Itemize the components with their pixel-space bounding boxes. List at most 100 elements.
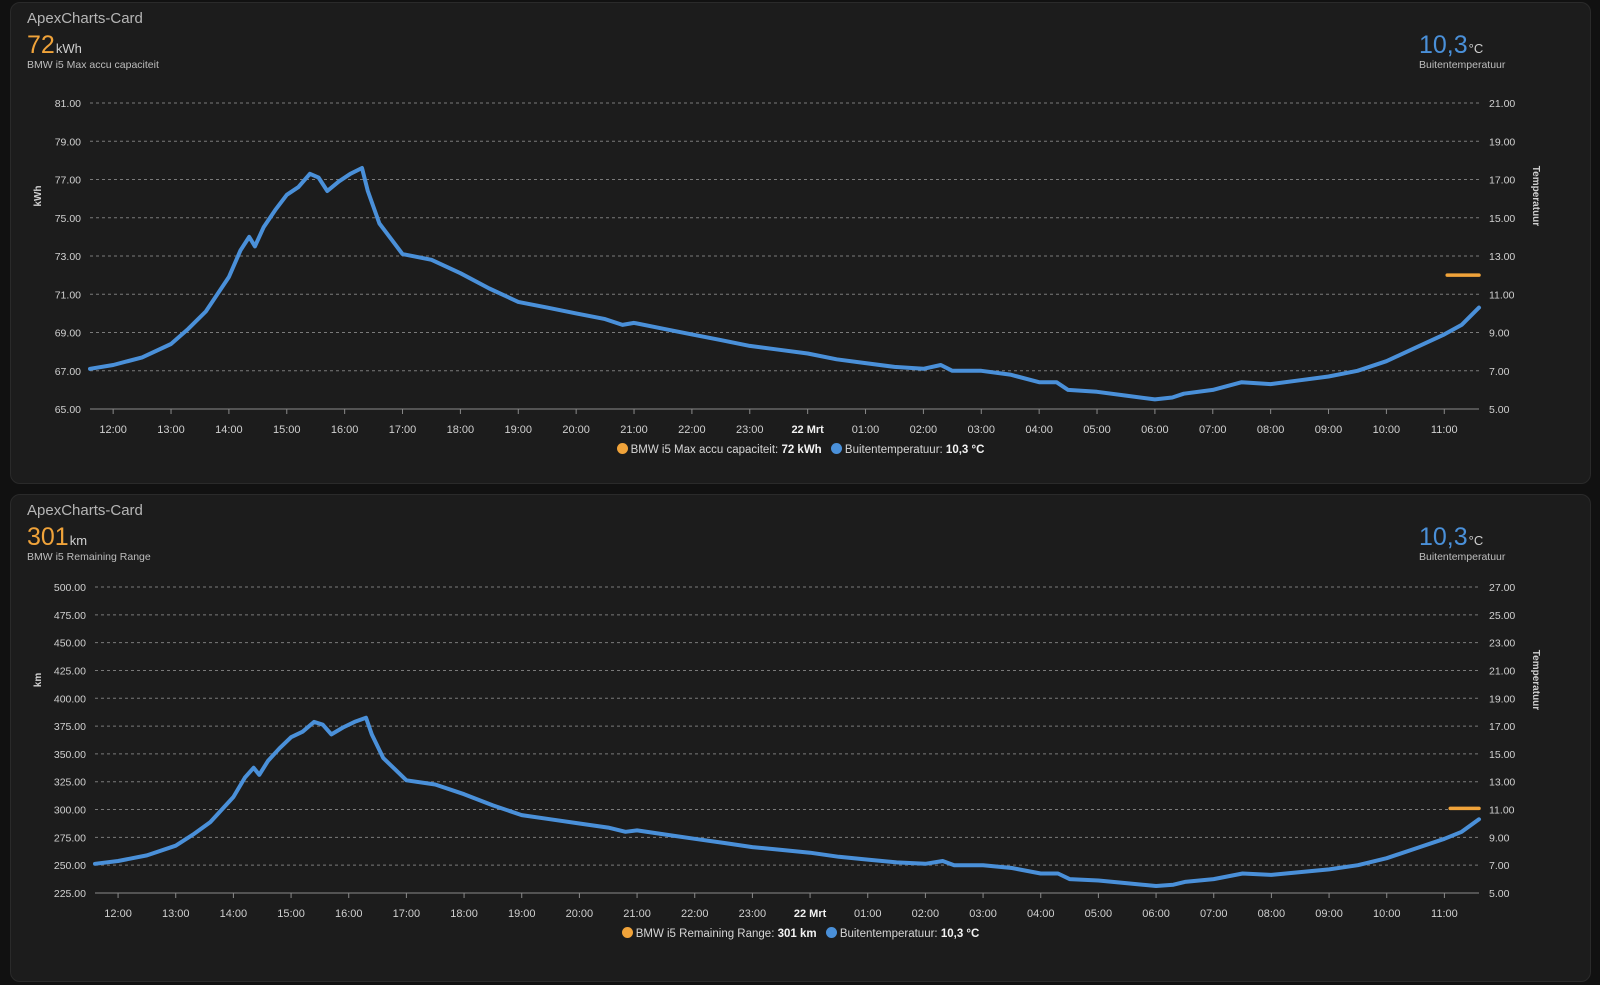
secondary-unit: °C (1468, 41, 1484, 56)
y2-tick-label: 11.00 (1489, 289, 1515, 301)
y2-tick-label: 17.00 (1489, 175, 1515, 187)
x-tick-label: 11:00 (1431, 908, 1458, 920)
secondary-state[interactable]: 10,3°C (1419, 31, 1483, 60)
y2-tick-label: 27.00 (1489, 582, 1515, 594)
legend-label: Buitentemperatuur: (839, 928, 938, 940)
y2-tick-label: 5.00 (1489, 888, 1510, 900)
legend-value: 10,3 °C (940, 928, 980, 940)
legend-label: BMW i5 Max accu capaciteit: (630, 444, 779, 456)
y-tick-label: 250.00 (54, 860, 86, 872)
apexcharts-card-range: ApexCharts-Card 301km BMW i5 Remaining R… (10, 494, 1591, 982)
y-tick-label: 500.00 (54, 582, 86, 594)
legend-marker-blue (830, 443, 842, 454)
y2-tick-label: 13.00 (1489, 251, 1515, 263)
y2-tick-label: 11.00 (1489, 805, 1515, 817)
secondary-entity-name: Buitentemperatuur (1419, 59, 1506, 71)
y-tick-label: 375.00 (54, 721, 86, 733)
chart-legend: BMW i5 Remaining Range: 301 km Buitentem… (11, 927, 1590, 940)
secondary-value: 10,3 (1419, 523, 1468, 551)
x-tick-label: 13:00 (162, 908, 190, 920)
x-tick-label: 19:00 (508, 908, 536, 920)
x-tick-label: 22 Mrt (794, 908, 827, 920)
y-tick-label: 425.00 (54, 665, 86, 677)
x-tick-label: 02:00 (910, 424, 938, 436)
primary-value: 301 (27, 523, 69, 551)
legend-marker-orange (616, 443, 628, 454)
y2-axis-title: Temperatuur (1530, 166, 1541, 226)
x-tick-label: 21:00 (623, 908, 651, 920)
x-tick-label: 04:00 (1025, 424, 1053, 436)
legend-item-temperature[interactable]: Buitentemperatuur: 10,3 °C (825, 927, 980, 940)
x-tick-label: 13:00 (157, 424, 185, 436)
x-tick-label: 03:00 (969, 908, 997, 920)
legend-item-temperature[interactable]: Buitentemperatuur: 10,3 °C (830, 443, 985, 456)
primary-state[interactable]: 301km (27, 523, 87, 552)
x-tick-label: 02:00 (912, 908, 940, 920)
y-tick-label: 400.00 (54, 693, 86, 705)
y-tick-label: 300.00 (54, 805, 86, 817)
secondary-entity-name: Buitentemperatuur (1419, 551, 1506, 563)
y2-tick-label: 5.00 (1489, 404, 1510, 416)
legend-value: 301 km (777, 928, 817, 940)
x-tick-label: 10:00 (1373, 424, 1401, 436)
y2-tick-label: 21.00 (1489, 98, 1515, 110)
legend-item-range[interactable]: BMW i5 Remaining Range: 301 km (621, 927, 817, 940)
temperature-series-line[interactable] (93, 715, 1481, 888)
line-chart-capacity[interactable]: 81.00 21.00 79.00 19.00 77.00 17.00 75.00 15.00… (11, 3, 1590, 483)
y2-tick-label: 9.00 (1489, 832, 1510, 844)
line-chart-range[interactable]: 500.00 27.00 475.00 25.00 450.00 23.00 425.00 2… (11, 495, 1590, 981)
y-tick-label: 79.00 (55, 136, 81, 148)
x-tick-label: 23:00 (739, 908, 767, 920)
x-tick-label: 20:00 (566, 908, 594, 920)
x-tick-label: 05:00 (1083, 424, 1111, 436)
x-tick-label: 03:00 (968, 424, 996, 436)
x-tick-label: 12:00 (104, 908, 132, 920)
y2-tick-label: 21.00 (1489, 665, 1515, 677)
y-axis-title: kWh (33, 185, 44, 206)
y2-axis-title: Temperatuur (1530, 650, 1541, 710)
x-tick-label: 08:00 (1257, 424, 1285, 436)
x-tick-label: 01:00 (854, 908, 882, 920)
y-tick-label: 275.00 (54, 832, 86, 844)
legend-marker-orange (621, 927, 633, 938)
x-tick-label: 15:00 (277, 908, 305, 920)
apexcharts-card-capacity: ApexCharts-Card 72kWh BMW i5 Max accu ca… (10, 2, 1591, 484)
x-tick-label: 04:00 (1027, 908, 1055, 920)
x-tick-label: 10:00 (1373, 908, 1401, 920)
y2-tick-label: 23.00 (1489, 638, 1515, 650)
y-tick-label: 225.00 (54, 888, 86, 900)
y-tick-label: 81.00 (55, 98, 81, 110)
y-tick-label: 77.00 (55, 175, 81, 187)
primary-value: 72 (27, 31, 55, 59)
primary-entity-name: BMW i5 Max accu capaciteit (27, 59, 159, 71)
secondary-unit: °C (1468, 533, 1484, 548)
secondary-state[interactable]: 10,3°C (1419, 523, 1483, 552)
primary-unit: km (69, 533, 88, 548)
y2-tick-label: 15.00 (1489, 749, 1515, 761)
x-tick-label: 08:00 (1258, 908, 1286, 920)
legend-label: Buitentemperatuur: (844, 444, 943, 456)
y2-tick-label: 7.00 (1489, 860, 1510, 872)
x-tick-label: 12:00 (99, 424, 127, 436)
legend-item-capacity[interactable]: BMW i5 Max accu capaciteit: 72 kWh (616, 443, 822, 456)
y2-tick-label: 19.00 (1489, 136, 1515, 148)
x-tick-label: 09:00 (1315, 908, 1343, 920)
primary-state[interactable]: 72kWh (27, 31, 82, 60)
card-title: ApexCharts-Card (27, 502, 143, 519)
y-tick-label: 65.00 (55, 404, 81, 416)
x-tick-label: 20:00 (562, 424, 590, 436)
primary-entity-name: BMW i5 Remaining Range (27, 551, 151, 563)
x-tick-label: 01:00 (852, 424, 880, 436)
legend-value: 10,3 °C (945, 444, 985, 456)
x-tick-label: 22 Mrt (791, 424, 824, 436)
y-tick-label: 350.00 (54, 749, 86, 761)
temperature-series-line[interactable] (88, 166, 1481, 402)
x-tick-label: 22:00 (678, 424, 706, 436)
y-tick-label: 71.00 (55, 289, 81, 301)
x-tick-label: 07:00 (1199, 424, 1227, 436)
x-tick-label: 15:00 (273, 424, 301, 436)
x-tick-label: 06:00 (1142, 908, 1170, 920)
x-tick-label: 11:00 (1431, 424, 1458, 436)
y-tick-label: 73.00 (55, 251, 81, 263)
y2-tick-label: 13.00 (1489, 777, 1515, 789)
